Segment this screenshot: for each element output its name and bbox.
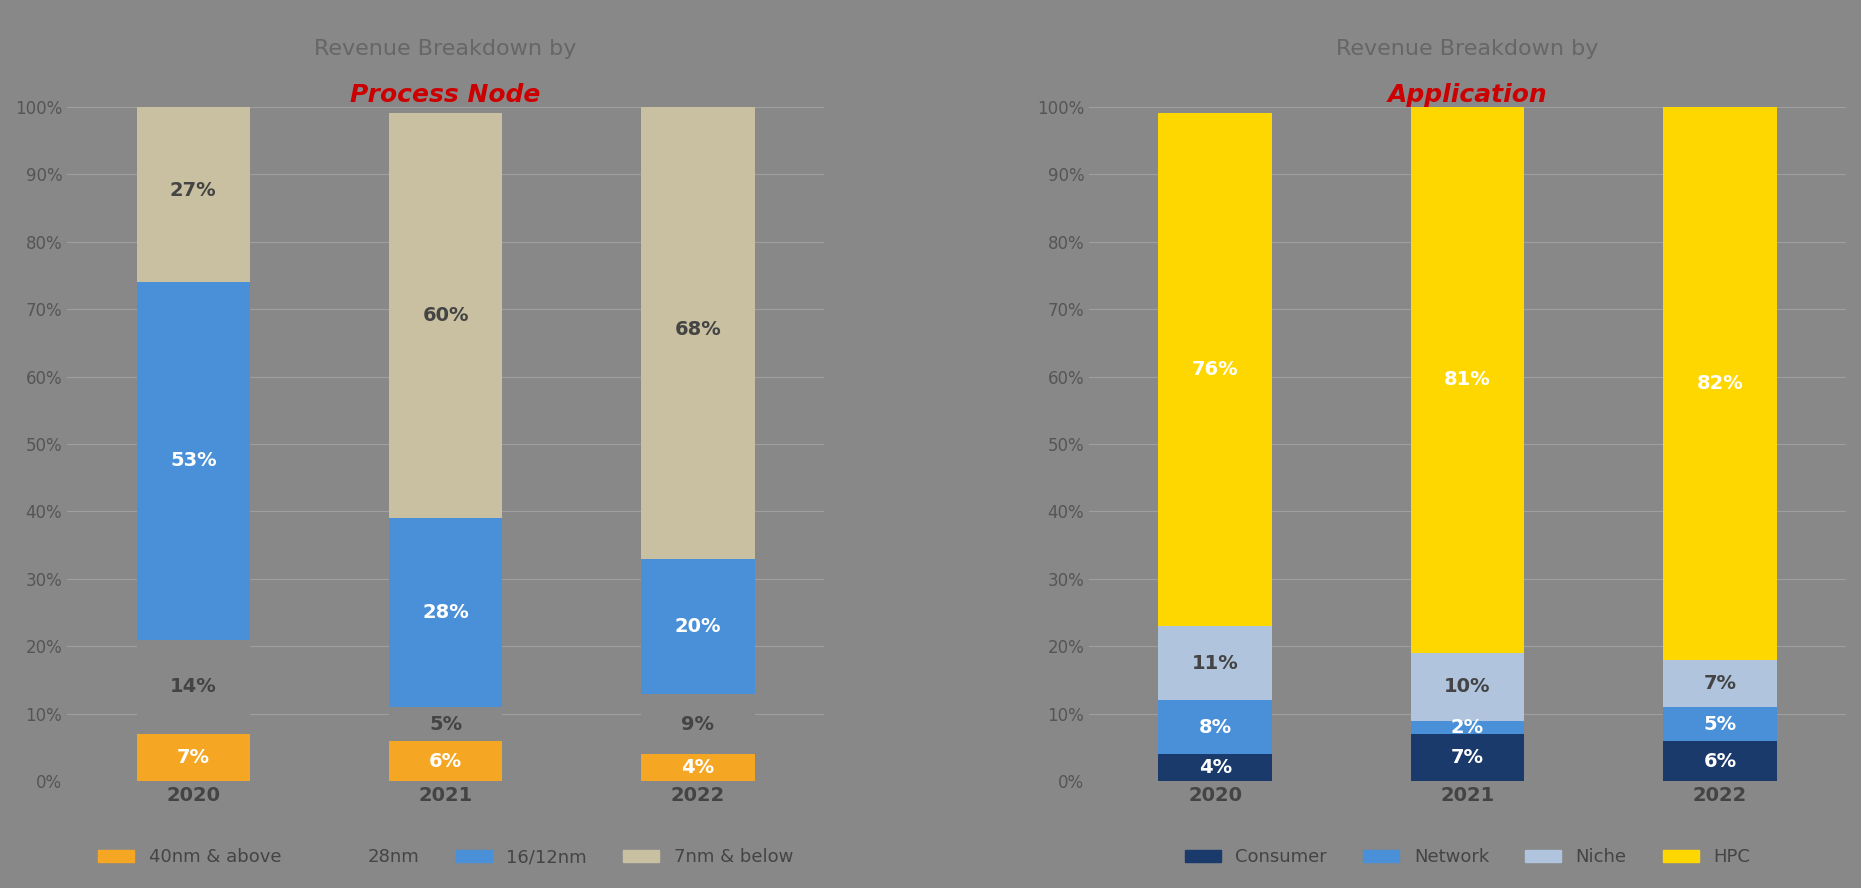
Text: Application: Application	[1388, 83, 1546, 107]
Text: 53%: 53%	[169, 451, 216, 471]
Text: 4%: 4%	[681, 758, 715, 777]
Bar	[1158, 114, 1271, 626]
Bar	[642, 694, 756, 755]
Text: 11%: 11%	[1191, 654, 1239, 673]
Text: 7%: 7%	[177, 749, 210, 767]
Text: 20%: 20%	[676, 617, 722, 636]
Text: Revenue Breakdown by: Revenue Breakdown by	[1336, 39, 1599, 59]
Bar	[136, 734, 249, 781]
Bar	[1664, 107, 1777, 660]
Text: 82%: 82%	[1697, 374, 1744, 392]
Text: 10%: 10%	[1444, 678, 1491, 696]
Bar	[1664, 741, 1777, 781]
Text: 6%: 6%	[430, 752, 462, 771]
Bar	[1411, 721, 1524, 734]
Text: 7%: 7%	[1703, 674, 1736, 693]
Bar	[136, 282, 249, 639]
Text: 5%: 5%	[1703, 715, 1736, 733]
Bar	[136, 639, 249, 734]
Text: 6%: 6%	[1703, 752, 1736, 771]
Bar	[642, 559, 756, 694]
Text: Process Node: Process Node	[350, 83, 542, 107]
Text: 81%: 81%	[1444, 370, 1491, 389]
Bar	[642, 755, 756, 781]
Text: 8%: 8%	[1198, 718, 1232, 737]
Legend: 40nm & above, 28nm, 16/12nm, 7nm & below: 40nm & above, 28nm, 16/12nm, 7nm & below	[91, 841, 800, 874]
Legend: Consumer, Network, Niche, HPC: Consumer, Network, Niche, HPC	[1178, 841, 1757, 874]
Bar	[389, 114, 502, 519]
Text: 4%: 4%	[1198, 758, 1232, 777]
Bar	[389, 519, 502, 707]
Text: 28%: 28%	[422, 603, 469, 622]
Bar	[1664, 660, 1777, 707]
Text: 9%: 9%	[681, 715, 715, 733]
Bar	[642, 99, 756, 559]
Bar	[1664, 707, 1777, 741]
Bar	[1411, 734, 1524, 781]
Text: 7%: 7%	[1452, 749, 1483, 767]
Bar	[389, 707, 502, 741]
Text: 14%: 14%	[169, 678, 216, 696]
Bar	[389, 741, 502, 781]
Text: 60%: 60%	[422, 306, 469, 325]
Bar	[1158, 755, 1271, 781]
Text: 27%: 27%	[169, 181, 216, 201]
Text: Revenue Breakdown by: Revenue Breakdown by	[315, 39, 577, 59]
Bar	[136, 99, 249, 282]
Bar	[1158, 626, 1271, 701]
Bar	[1411, 107, 1524, 654]
Text: 68%: 68%	[674, 320, 722, 338]
Text: 76%: 76%	[1191, 361, 1239, 379]
Text: 5%: 5%	[430, 715, 462, 733]
Bar	[1158, 701, 1271, 755]
Text: 2%: 2%	[1452, 718, 1483, 737]
Bar	[1411, 654, 1524, 721]
